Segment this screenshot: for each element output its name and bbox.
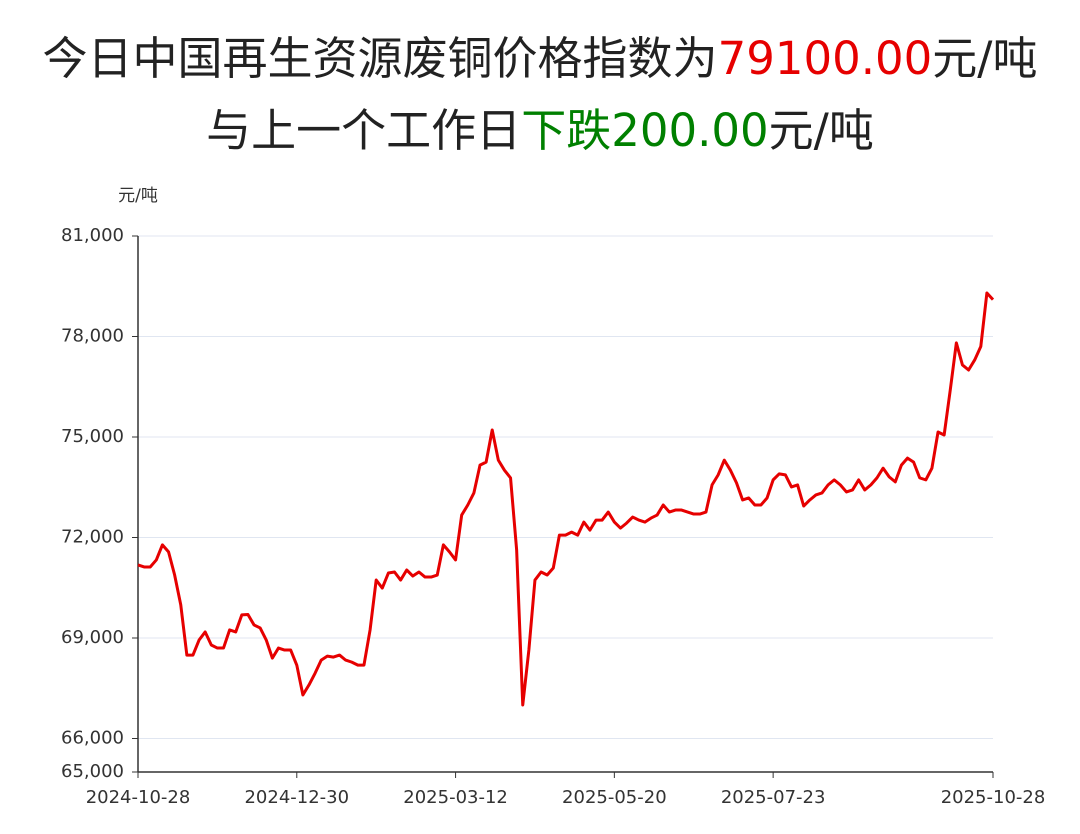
x-tick-label: 2025-07-23 bbox=[721, 787, 826, 808]
x-tick-label: 2025-10-28 bbox=[941, 787, 1046, 808]
y-tick-label: 69,000 bbox=[61, 627, 124, 648]
y-tick-label: 72,000 bbox=[61, 527, 124, 548]
y-tick-label: 66,000 bbox=[61, 728, 124, 749]
title-segment: 下跌200.00 bbox=[521, 104, 768, 157]
chart-title: 今日中国再生资源废铜价格指数为79100.00元/吨 bbox=[43, 32, 1038, 85]
y-tick-label: 65,000 bbox=[61, 761, 124, 782]
title-segment: 与上一个工作日 bbox=[206, 104, 521, 157]
title-segment: 79100.00 bbox=[718, 32, 933, 85]
chart-title: 与上一个工作日下跌200.00元/吨 bbox=[206, 104, 874, 157]
y-tick-label: 78,000 bbox=[61, 326, 124, 347]
data-line bbox=[137, 291, 995, 707]
title-segment: 元/吨 bbox=[769, 104, 874, 157]
y-axis-label: 元/吨 bbox=[118, 186, 158, 206]
y-tick-label: 75,000 bbox=[61, 426, 124, 447]
title-segment: 元/吨 bbox=[932, 32, 1037, 85]
x-tick-label: 2024-12-30 bbox=[244, 787, 349, 808]
x-tick-label: 2025-03-12 bbox=[403, 787, 508, 808]
x-tick-label: 2025-05-20 bbox=[562, 787, 667, 808]
title-segment: 今日中国再生资源废铜价格指数为 bbox=[43, 32, 718, 85]
y-tick-label: 81,000 bbox=[61, 225, 124, 246]
x-tick-label: 2024-10-28 bbox=[86, 787, 191, 808]
